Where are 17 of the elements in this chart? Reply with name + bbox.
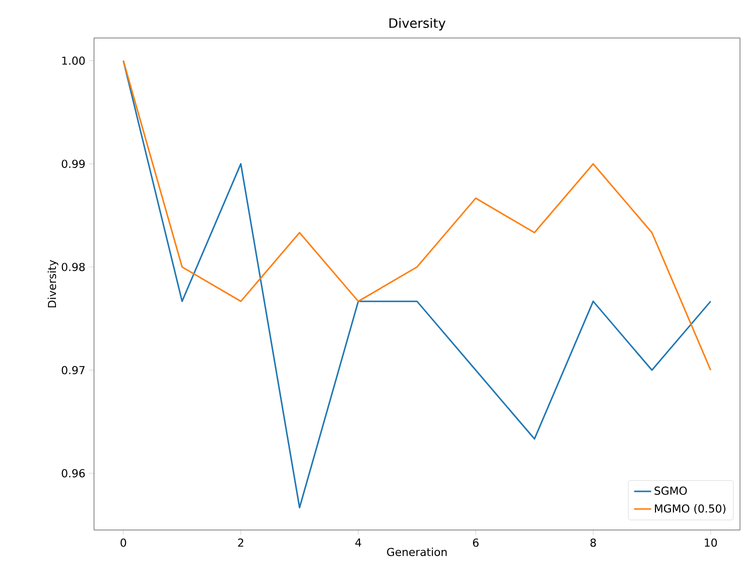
y-tick-label: 0.99: [62, 160, 85, 168]
legend-label: MGMO (0.50): [654, 504, 726, 514]
y-tick-label: 0.97: [62, 366, 85, 374]
line-series: [122, 60, 712, 371]
x-tick-label: 10: [704, 538, 717, 547]
y-tick-label: 0.98: [62, 262, 85, 272]
y-axis-title: Diversity: [48, 260, 58, 308]
legend-label: SGMO: [654, 486, 687, 495]
y-tick-label: 0.96: [62, 469, 85, 478]
x-tick-label: 8: [590, 538, 596, 547]
x-tick-label: 6: [473, 538, 479, 547]
x-tick-label: 0: [120, 538, 126, 547]
y-tick-label: 1.00: [62, 56, 85, 65]
x-tick-label: 4: [355, 538, 362, 547]
chart-title: Diversity: [389, 18, 446, 30]
x-tick-label: 2: [238, 538, 244, 547]
x-axis-title: Generation: [387, 548, 447, 556]
